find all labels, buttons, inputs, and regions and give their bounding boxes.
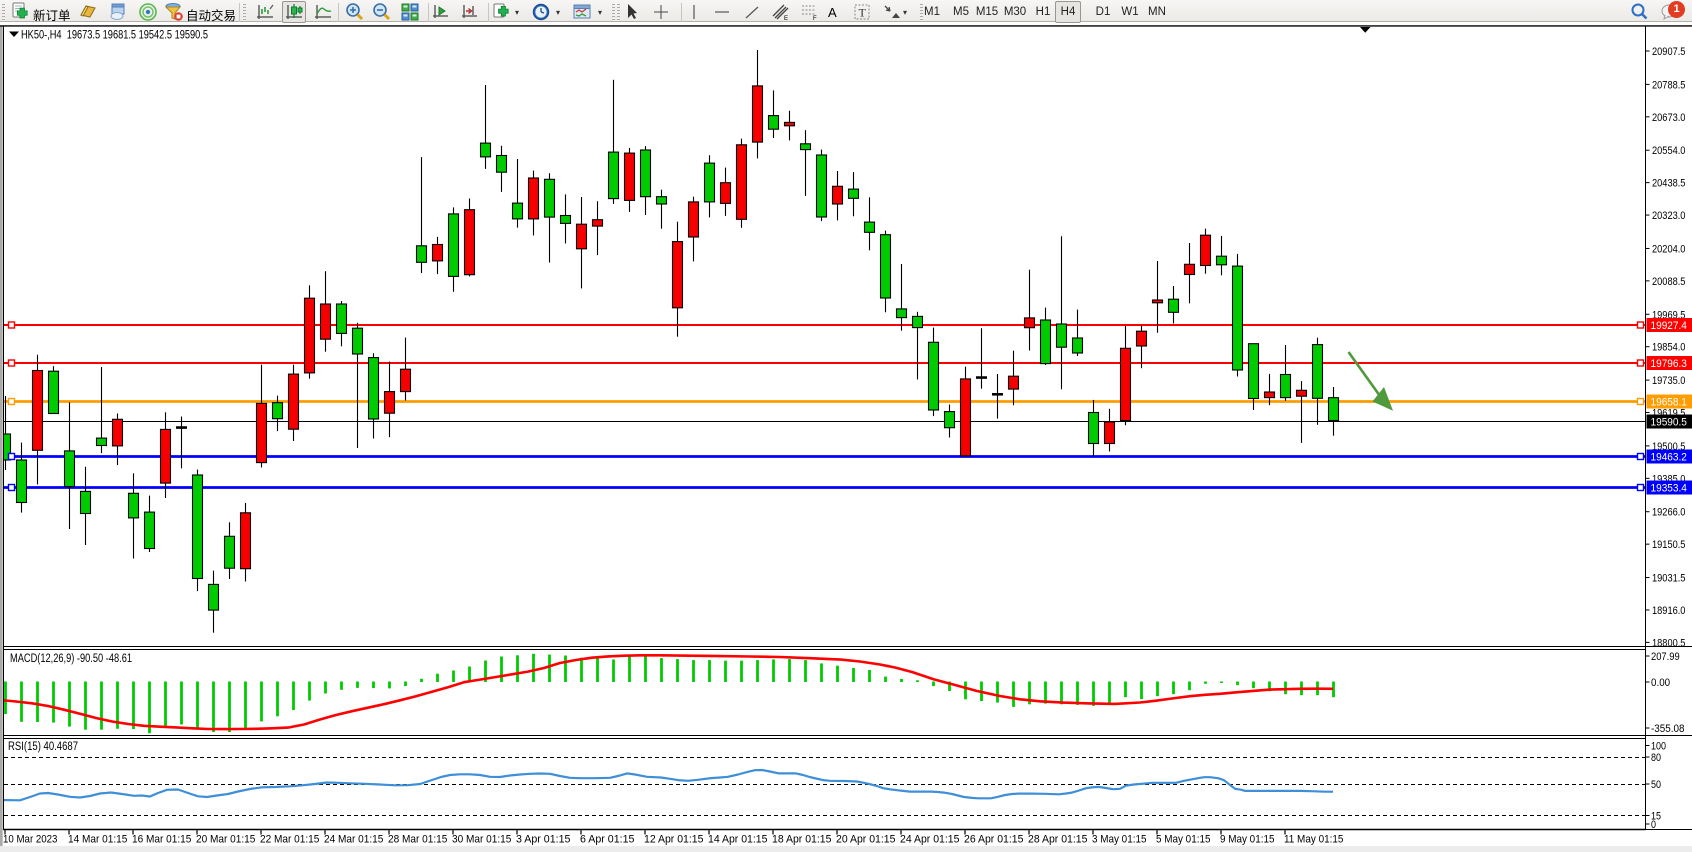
svg-text:80: 80 (1651, 752, 1661, 764)
svg-text:T: T (859, 6, 867, 20)
svg-text:10 Mar 2023: 10 Mar 2023 (3, 834, 57, 846)
svg-text:11 May 01:15: 11 May 01:15 (1284, 834, 1343, 846)
svg-text:22 Mar 01:15: 22 Mar 01:15 (260, 834, 319, 846)
svg-text:0.00: 0.00 (1651, 677, 1670, 689)
svg-text:16 Mar 01:15: 16 Mar 01:15 (132, 834, 191, 846)
svg-text:20438.5: 20438.5 (1652, 178, 1685, 190)
svg-text:12 Apr 01:15: 12 Apr 01:15 (644, 834, 703, 846)
svg-text:207.99: 207.99 (1651, 651, 1680, 663)
svg-text:19150.5: 19150.5 (1652, 539, 1685, 551)
svg-text:26 Apr 01:15: 26 Apr 01:15 (964, 834, 1023, 846)
svg-text:15: 15 (1651, 811, 1661, 823)
svg-text:5 May 01:15: 5 May 01:15 (1156, 834, 1210, 846)
svg-text:6 Apr 01:15: 6 Apr 01:15 (580, 834, 634, 846)
svg-text:F: F (813, 16, 817, 22)
svg-text:20788.5: 20788.5 (1652, 79, 1685, 91)
svg-text:100: 100 (1651, 741, 1666, 753)
svg-text:24 Mar 01:15: 24 Mar 01:15 (324, 834, 383, 846)
svg-text:20323.0: 20323.0 (1652, 210, 1685, 222)
svg-text:9 May 01:15: 9 May 01:15 (1220, 834, 1274, 846)
svg-text:19854.0: 19854.0 (1652, 342, 1685, 354)
svg-text:20088.5: 20088.5 (1652, 276, 1685, 288)
svg-text:20907.5: 20907.5 (1652, 46, 1685, 58)
svg-text:19658.1: 19658.1 (1651, 397, 1687, 409)
svg-text:18800.5: 18800.5 (1652, 637, 1685, 649)
svg-text:19031.5: 19031.5 (1652, 573, 1685, 585)
svg-text:19463.2: 19463.2 (1651, 452, 1687, 464)
svg-text:19796.3: 19796.3 (1651, 358, 1687, 370)
svg-text:24 Apr 01:15: 24 Apr 01:15 (900, 834, 959, 846)
svg-text:19353.4: 19353.4 (1651, 483, 1687, 495)
svg-text:20673.0: 20673.0 (1652, 112, 1685, 124)
svg-text:-355.08: -355.08 (1651, 723, 1684, 735)
svg-text:28 Mar 01:15: 28 Mar 01:15 (388, 834, 447, 846)
svg-text:20554.0: 20554.0 (1652, 145, 1685, 157)
svg-text:18916.0: 18916.0 (1652, 605, 1685, 617)
svg-text:30 Mar 01:15: 30 Mar 01:15 (452, 834, 511, 846)
svg-text:20204.0: 20204.0 (1652, 243, 1685, 255)
svg-text:28 Apr 01:15: 28 Apr 01:15 (1028, 834, 1087, 846)
svg-text:0: 0 (1651, 819, 1656, 831)
svg-text:3 Apr 01:15: 3 Apr 01:15 (516, 834, 570, 846)
svg-text:50: 50 (1651, 779, 1661, 791)
svg-text:E: E (784, 16, 788, 22)
svg-text:3 May 01:15: 3 May 01:15 (1092, 834, 1146, 846)
svg-text:14 Apr 01:15: 14 Apr 01:15 (708, 834, 767, 846)
svg-text:MACD(12,26,9) -90.50 -48.61: MACD(12,26,9) -90.50 -48.61 (10, 653, 132, 665)
svg-text:20 Apr 01:15: 20 Apr 01:15 (836, 834, 895, 846)
svg-text:19735.0: 19735.0 (1652, 375, 1685, 387)
svg-text:19927.4: 19927.4 (1651, 320, 1687, 332)
svg-text:RSI(15) 40.4687: RSI(15) 40.4687 (8, 741, 78, 753)
svg-text:19266.0: 19266.0 (1652, 507, 1685, 519)
svg-text:HK50-,H4 19673.5 19681.5 1954: HK50-,H4 19673.5 19681.5 19542.5 19590.5 (21, 28, 208, 42)
svg-text:14 Mar 01:15: 14 Mar 01:15 (68, 834, 127, 846)
svg-text:19590.5: 19590.5 (1651, 417, 1687, 429)
svg-text:18 Apr 01:15: 18 Apr 01:15 (772, 834, 831, 846)
svg-text:20 Mar 01:15: 20 Mar 01:15 (196, 834, 255, 846)
